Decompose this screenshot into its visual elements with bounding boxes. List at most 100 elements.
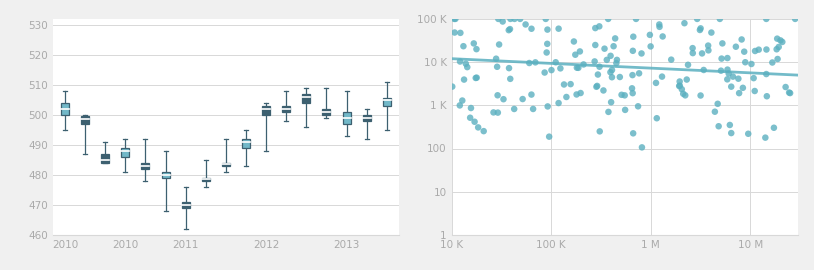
Point xyxy=(735,37,748,42)
Point xyxy=(716,41,729,46)
Point xyxy=(673,83,686,88)
Point xyxy=(477,129,490,133)
Point xyxy=(470,47,483,51)
Point xyxy=(492,110,505,115)
Point xyxy=(573,49,586,54)
Point xyxy=(459,62,472,66)
Point xyxy=(519,22,532,27)
Bar xyxy=(322,109,330,115)
Point xyxy=(632,104,645,109)
Point xyxy=(598,46,611,51)
Point xyxy=(604,70,617,74)
Point xyxy=(711,102,724,106)
Point xyxy=(592,72,605,77)
Point xyxy=(514,17,527,21)
Point xyxy=(771,36,784,41)
Bar xyxy=(182,202,190,208)
Point xyxy=(702,48,715,53)
Point xyxy=(541,28,554,32)
Point xyxy=(610,58,624,62)
Point xyxy=(504,27,517,31)
Point xyxy=(676,87,689,92)
Point xyxy=(453,59,466,64)
Point xyxy=(737,86,750,90)
Point xyxy=(643,33,656,37)
Point xyxy=(626,91,639,95)
Bar xyxy=(363,115,370,121)
Point xyxy=(626,73,639,77)
Point xyxy=(525,92,538,97)
Bar xyxy=(343,112,351,124)
Point xyxy=(602,110,615,114)
Point xyxy=(720,77,733,82)
Point xyxy=(766,60,779,65)
Point xyxy=(457,44,470,48)
Point xyxy=(681,63,694,67)
Point xyxy=(602,17,615,21)
Bar xyxy=(242,139,250,148)
Point xyxy=(541,104,554,109)
Point xyxy=(448,30,461,35)
Point xyxy=(448,17,461,21)
Point xyxy=(449,17,462,21)
Point xyxy=(676,92,689,96)
Point xyxy=(705,31,718,35)
Point xyxy=(464,116,477,120)
Point xyxy=(590,85,603,89)
Point xyxy=(593,65,606,69)
Point xyxy=(589,26,602,30)
Point xyxy=(492,42,505,47)
Point xyxy=(632,71,646,76)
Bar xyxy=(61,103,69,115)
Bar xyxy=(222,163,230,166)
Point xyxy=(742,131,755,136)
Point xyxy=(678,21,691,25)
Point xyxy=(732,76,745,81)
Point xyxy=(708,110,721,114)
Point xyxy=(610,61,623,65)
Point xyxy=(722,71,735,76)
Point xyxy=(665,58,678,62)
Point xyxy=(729,45,742,49)
Point xyxy=(653,25,666,29)
Bar xyxy=(202,178,210,181)
Point xyxy=(471,125,484,130)
Bar xyxy=(383,98,391,106)
Point xyxy=(454,31,467,35)
Point xyxy=(681,77,694,82)
Point xyxy=(545,68,558,72)
Point xyxy=(695,51,708,56)
Point xyxy=(539,17,552,21)
Point xyxy=(650,116,663,120)
Point xyxy=(469,76,482,80)
Point xyxy=(606,75,619,79)
Point xyxy=(627,131,640,136)
Point xyxy=(694,28,707,32)
Point xyxy=(593,24,606,29)
Point xyxy=(497,97,510,101)
Point xyxy=(607,44,620,48)
Point xyxy=(571,66,584,70)
Point xyxy=(774,38,787,43)
Point xyxy=(715,69,728,73)
Point xyxy=(759,72,772,76)
Point xyxy=(749,49,762,53)
Point xyxy=(492,17,505,21)
Point xyxy=(570,92,583,97)
Point xyxy=(508,107,521,111)
Point xyxy=(782,90,795,95)
Point xyxy=(759,17,772,21)
Point xyxy=(655,75,668,79)
Point xyxy=(618,93,631,97)
Point xyxy=(759,136,772,140)
Point xyxy=(461,65,474,69)
Point xyxy=(626,49,639,53)
Point xyxy=(467,41,480,46)
Point xyxy=(760,47,773,52)
Point xyxy=(525,26,538,31)
Point xyxy=(613,75,626,79)
Point xyxy=(747,76,760,80)
Point xyxy=(690,17,703,21)
Point xyxy=(457,77,470,82)
Point xyxy=(606,68,619,72)
